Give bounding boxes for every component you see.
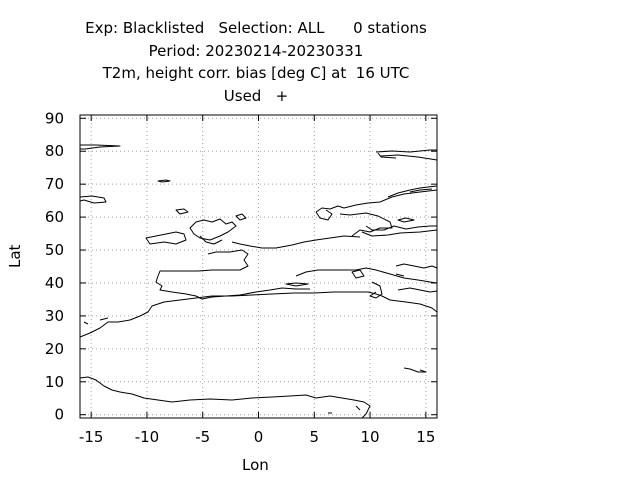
coastline-small-island	[157, 179, 171, 183]
x-tick-label: 0	[254, 428, 264, 446]
x-tick-label: -10	[135, 428, 160, 446]
x-tick-label: -5	[195, 428, 210, 446]
y-tick-label: 60	[45, 208, 64, 226]
y-tick-label: 80	[45, 142, 64, 160]
coastline-sardinia	[285, 282, 309, 287]
y-tick-label: 40	[45, 274, 64, 292]
coastline-canary	[83, 317, 109, 325]
x-tick-label: 10	[361, 428, 380, 446]
coastline-arctic-west	[80, 144, 121, 150]
x-axis-label: Lon	[242, 456, 269, 474]
coastline-british-isles	[145, 208, 237, 245]
coastline-gulf-guinea-island	[328, 405, 361, 414]
coastline-west-africa	[79, 376, 371, 419]
x-tick-label: 15	[416, 428, 435, 446]
y-axis-label: Lat	[6, 244, 24, 268]
coastline-east-small	[403, 367, 427, 373]
coastline-north-africa	[79, 291, 438, 338]
coastline-france-bay	[157, 249, 249, 277]
coastline-balkans	[395, 263, 438, 293]
coastline-baltic	[365, 217, 437, 231]
y-tick-label: 70	[45, 175, 64, 193]
parameter-line: T2m, height corr. bias [deg C] at 16 UTC	[102, 64, 410, 82]
coastline-north-sea	[231, 213, 361, 249]
y-tick-label: 0	[54, 406, 64, 424]
coastline-iberia	[155, 275, 310, 300]
y-tick-label: 90	[45, 109, 64, 127]
x-tick-label: 5	[310, 428, 320, 446]
y-tick-label: 50	[45, 241, 64, 259]
y-tick-label: 20	[45, 340, 64, 358]
legend-line: Used +	[223, 86, 289, 105]
axis-ticks: -15 -10 -5 0 5 10 15 0 10 20 30 40 50 60 70 80 90	[45, 109, 437, 446]
experiment-line: Exp: Blacklisted Selection: ALL 0 statio…	[85, 19, 427, 37]
coastline-iceland-edge	[79, 195, 107, 204]
coastline-scandinavia	[315, 189, 438, 237]
coastline-mediterranean-north	[295, 267, 438, 284]
y-tick-label: 30	[45, 307, 64, 325]
coastlines	[79, 144, 438, 419]
y-tick-label: 10	[45, 373, 64, 391]
period-line: Period: 20230214-20230331	[148, 41, 364, 60]
plot-frame	[79, 114, 438, 419]
plot-header: Exp: Blacklisted Selection: ALL 0 statio…	[0, 17, 512, 107]
x-tick-label: -15	[79, 428, 104, 446]
coastline-scandinavia-north	[387, 185, 438, 198]
plot-border	[79, 114, 438, 419]
grid-lines	[80, 115, 437, 418]
coastline-italy	[351, 269, 383, 299]
coastline-svalbard	[375, 149, 438, 161]
